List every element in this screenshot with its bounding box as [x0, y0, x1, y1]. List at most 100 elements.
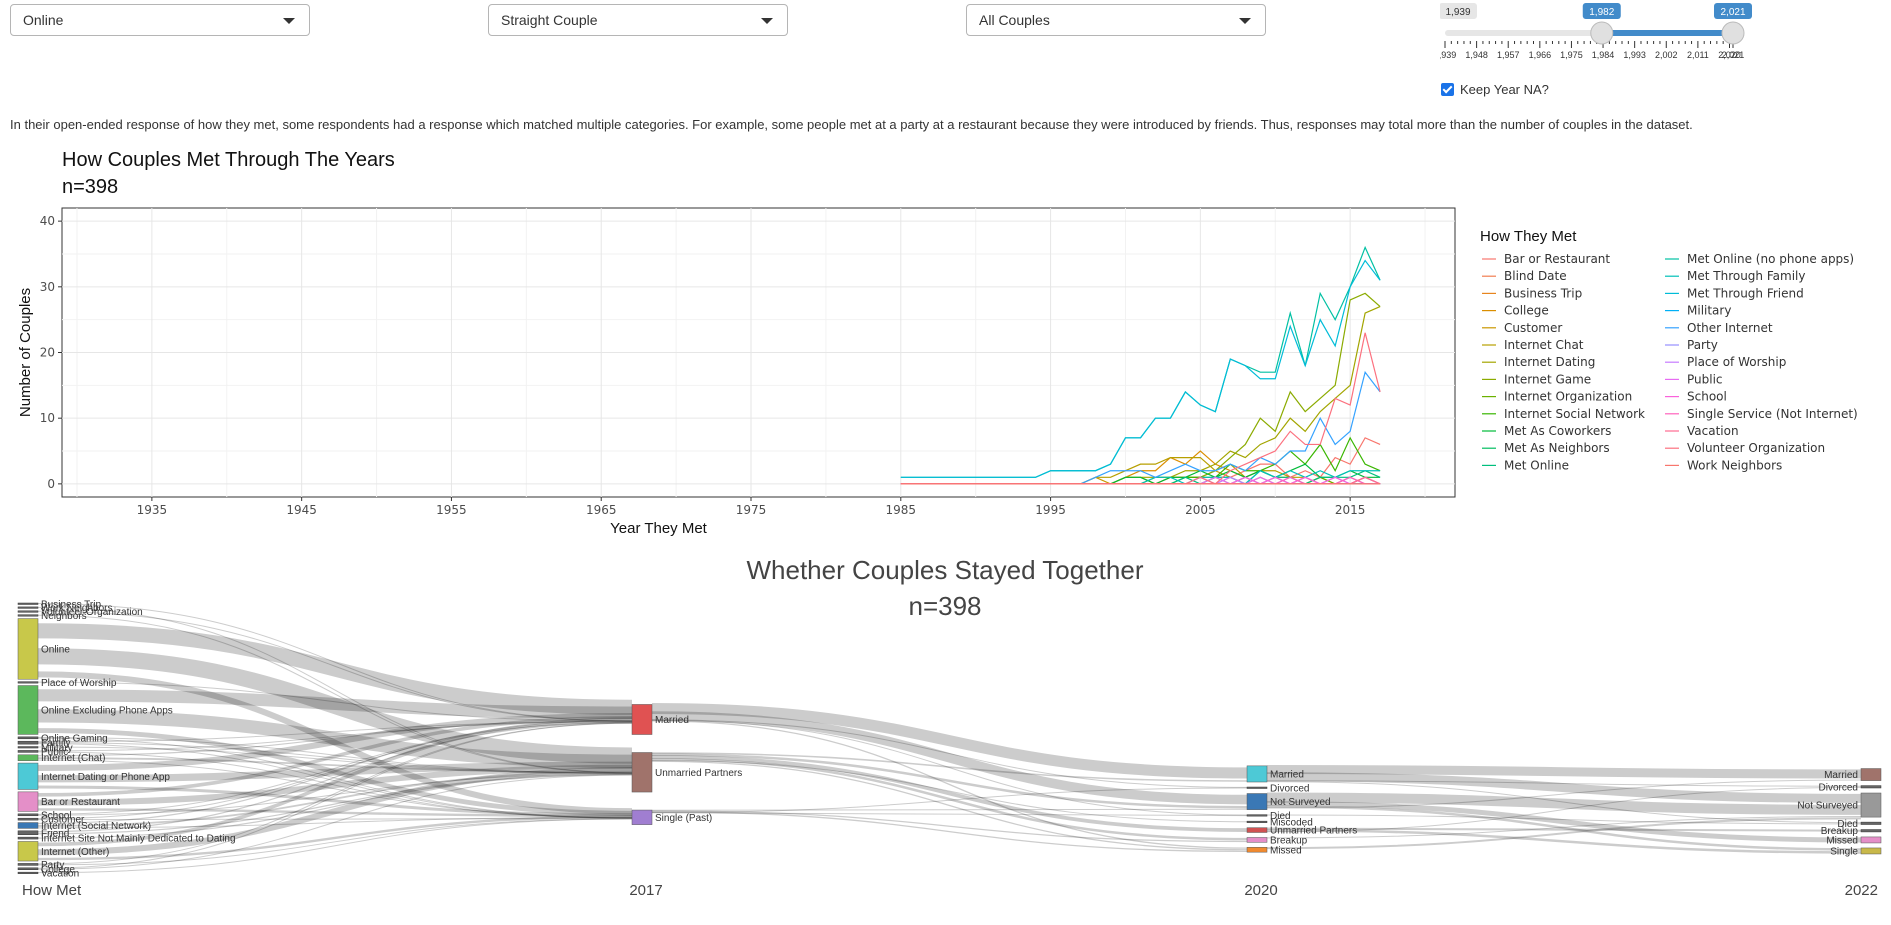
- legend-label: Vacation: [1687, 424, 1739, 438]
- y-tick-label: 30: [40, 280, 55, 294]
- sankey-node-label: Married: [1824, 770, 1858, 781]
- sankey-node: [1246, 765, 1268, 783]
- sankey-link: [37, 721, 633, 752]
- sankey-link: [1266, 829, 1862, 854]
- slider-tick-label: 1,966: [1529, 50, 1552, 60]
- legend-label: Other Internet: [1687, 321, 1773, 335]
- sankey-link: [37, 757, 633, 774]
- sankey-node: [1860, 792, 1882, 818]
- sankey-link: [37, 770, 633, 827]
- series-line-met-through-friend: [900, 259, 1381, 478]
- sankey-node-label: Neighbors: [41, 611, 87, 622]
- sankey-node-label: Divorced: [1270, 783, 1309, 794]
- sankey-node-label: Internet (Other): [41, 847, 109, 858]
- sankey-node-label: Bar or Restaurant: [41, 797, 120, 808]
- legend-label: Customer: [1504, 321, 1562, 335]
- y-tick-label: 10: [40, 411, 55, 425]
- legend-label: Met As Coworkers: [1504, 424, 1611, 438]
- sankey-link: [37, 671, 633, 815]
- meeting-type-value: Online: [23, 12, 64, 28]
- sankey-link: [37, 746, 633, 775]
- x-tick-label: 1945: [286, 503, 317, 517]
- sankey-node: [17, 746, 39, 749]
- sankey-link: [37, 721, 633, 815]
- legend-label: Internet Dating: [1504, 355, 1595, 369]
- sankey-link: [1266, 801, 1862, 843]
- sankey-node-label: Missed: [1270, 845, 1302, 856]
- sankey-node-label: Breakup: [1270, 835, 1308, 846]
- sankey-link: [37, 719, 633, 825]
- how-couples-met-line-chart: How Couples Met Through The Years n=398 19…: [17, 149, 1858, 537]
- sankey-link: [651, 759, 1248, 823]
- sankey-link: [37, 816, 633, 829]
- legend-label: Internet Game: [1504, 372, 1591, 386]
- sankey-node-label: Married: [655, 715, 689, 726]
- sankey-node-label: Customer: [41, 815, 85, 826]
- sankey-node: [17, 740, 39, 745]
- sankey-stage-label: 2020: [1244, 882, 1277, 899]
- sankey-node: [1246, 820, 1268, 823]
- slider-tick-label: 2,011: [1687, 50, 1709, 60]
- sankey-node-label: Married: [1270, 769, 1304, 780]
- legend-label: Met Through Friend: [1687, 286, 1804, 300]
- sankey-node-label: Single: [1830, 846, 1858, 857]
- sankey-link: [37, 728, 633, 816]
- x-tick-label: 2015: [1335, 503, 1366, 517]
- sankey-node-label: Unmarried Partners: [655, 768, 742, 779]
- sankey-node-label: Party: [41, 860, 64, 871]
- slider-from-handle[interactable]: [1590, 21, 1614, 45]
- checkbox-checked-icon[interactable]: [1441, 83, 1454, 96]
- sankey-node: [17, 618, 39, 680]
- sankey-link: [37, 767, 633, 856]
- slider-tick-label: 2,002: [1655, 50, 1678, 60]
- sankey-link: [37, 808, 633, 818]
- legend-label: Volunteer Organization: [1687, 441, 1825, 455]
- slider-tick-label: 1,975: [1560, 50, 1583, 60]
- sankey-node: [17, 610, 39, 613]
- sankey-link: [37, 614, 633, 774]
- sankey-node: [17, 863, 39, 866]
- sankey-node: [1860, 829, 1882, 833]
- y-tick-label: 0: [47, 477, 55, 491]
- sankey-link: [1266, 772, 1862, 803]
- sankey-node: [631, 809, 653, 825]
- sankey-title: Whether Couples Stayed Together: [747, 555, 1144, 585]
- couple-type-value: Straight Couple: [501, 12, 598, 28]
- sankey-link: [37, 722, 633, 869]
- legend-label: Single Service (Not Internet): [1687, 407, 1858, 421]
- legend-label: Public: [1687, 372, 1723, 386]
- sankey-link: [37, 818, 633, 866]
- sankey-node: [17, 681, 39, 684]
- legend-label: College: [1504, 304, 1549, 318]
- sankey-node: [17, 841, 39, 862]
- legend-label: Work Neighbors: [1687, 458, 1782, 472]
- meeting-type-dropdown[interactable]: Online: [10, 4, 310, 36]
- sankey-node: [17, 754, 39, 761]
- sankey-link: [1266, 764, 1862, 779]
- sankey-node: [17, 750, 39, 753]
- couple-type-dropdown[interactable]: Straight Couple: [488, 4, 788, 36]
- sankey-node: [1246, 827, 1268, 833]
- sankey-link: [37, 721, 633, 743]
- sankey-link: [37, 717, 633, 847]
- x-tick-label: 1995: [1035, 503, 1066, 517]
- slider-to-handle[interactable]: [1721, 21, 1745, 45]
- sankey-node: [1860, 847, 1882, 855]
- year-range-slider[interactable]: 1,939 1,948 1,957 1,966 1,975 1,984 1,993 2,002…: [1440, 0, 1760, 70]
- sankey-link: [651, 811, 1248, 853]
- legend-title: How They Met: [1480, 228, 1577, 245]
- keep-year-na-checkbox[interactable]: Keep Year NA?: [1441, 82, 1549, 97]
- sankey-link: [651, 719, 1248, 788]
- sankey-link: [37, 774, 633, 839]
- sankey-link: [1266, 780, 1862, 787]
- sankey-node: [17, 791, 39, 812]
- sankey-link: [37, 720, 633, 757]
- sankey-node: [17, 762, 39, 790]
- sankey-link: [37, 773, 633, 816]
- sankey-link: [37, 751, 633, 819]
- sankey-link: [651, 719, 1248, 816]
- sankey-link: [651, 753, 1248, 809]
- sankey-link: [651, 812, 1248, 817]
- sankey-link: [1266, 786, 1862, 833]
- couple-filter-dropdown[interactable]: All Couples: [966, 4, 1266, 36]
